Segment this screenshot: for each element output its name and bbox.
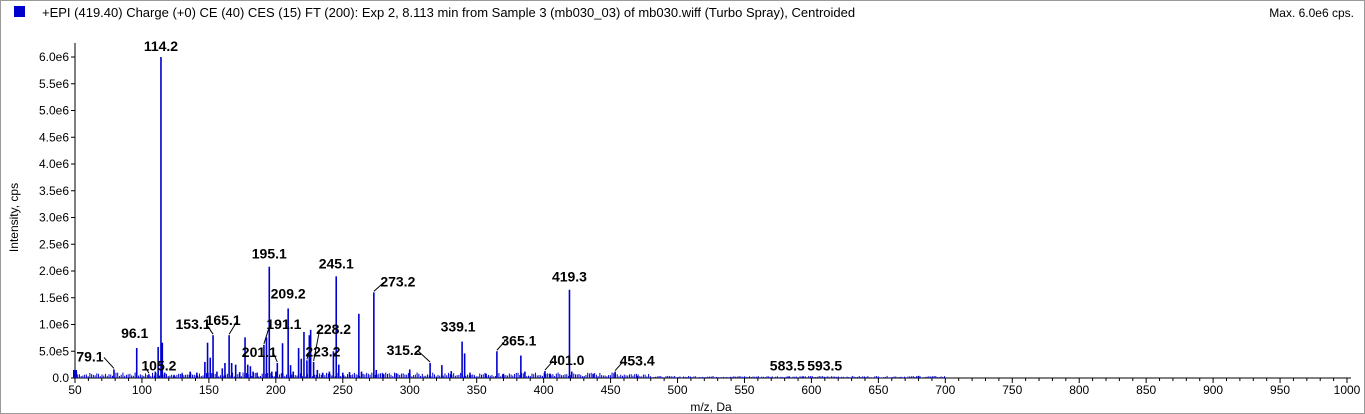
y-tick-label: 0.0: [52, 371, 69, 385]
y-tick-label: 4.5e6: [39, 130, 69, 144]
peak-label: 273.2: [380, 273, 415, 289]
x-tick-label: 450: [601, 383, 621, 397]
peak-label: 105.2: [141, 357, 176, 373]
peak-label: 201.1: [242, 344, 277, 360]
peak-label: 245.1: [319, 255, 354, 271]
x-tick-label: 300: [400, 383, 420, 397]
peak-label: 593.5: [807, 357, 842, 373]
peak-label-leader: [206, 324, 214, 335]
peak-label: 401.0: [549, 352, 584, 368]
spectrum-title: +EPI (419.40) Charge (+0) CE (40) CES (1…: [42, 5, 856, 20]
y-tick-label: 1.5e6: [39, 291, 69, 305]
x-tick-label: 850: [1136, 383, 1156, 397]
x-tick-label: 750: [1002, 383, 1022, 397]
x-tick-label: 600: [801, 383, 821, 397]
peak-label-leader: [272, 352, 278, 363]
peak-label-leader: [103, 357, 115, 369]
x-tick-label: 550: [734, 383, 754, 397]
peak-label-leader: [228, 320, 238, 335]
y-tick-label: 3.5e6: [39, 184, 69, 198]
peak-label-leader: [417, 350, 431, 363]
peak-label: 365.1: [501, 332, 536, 348]
y-tick-label: 5.0e6: [39, 104, 69, 118]
y-tick-label: 5.0e5: [39, 344, 69, 358]
x-tick-label: 50: [68, 383, 82, 397]
peak-label-leader: [373, 282, 385, 292]
peak-label-leader: [306, 352, 310, 360]
x-tick-label: 150: [199, 383, 219, 397]
y-tick-label: 6.0e6: [39, 50, 69, 64]
x-tick-label: 500: [668, 383, 688, 397]
y-tick-label: 3.0e6: [39, 211, 69, 225]
peak-label: 96.1: [121, 325, 148, 341]
y-tick-label: 2.0e6: [39, 264, 69, 278]
x-tick-label: 650: [868, 383, 888, 397]
peak-label: 223.2: [305, 343, 340, 359]
peak-label-leader: [144, 366, 150, 374]
peak-label: 209.2: [271, 285, 306, 301]
peak-label-leader: [544, 360, 554, 371]
peak-label-leader: [496, 340, 506, 351]
peak-label: 191.1: [266, 316, 301, 332]
max-intensity-label: Max. 6.0e6 cps.: [1269, 6, 1354, 20]
peak-label: 228.2: [316, 321, 351, 337]
x-tick-label: 400: [534, 383, 554, 397]
y-axis-title: Intensity, cps: [7, 183, 21, 252]
peak-label: 79.1: [76, 348, 103, 364]
x-tick-label: 100: [132, 383, 152, 397]
peak-label: 195.1: [252, 246, 287, 262]
peak-label: 453.4: [620, 353, 655, 369]
peak-label: 114.2: [144, 38, 178, 54]
x-tick-label: 800: [1069, 383, 1089, 397]
peak-label: 583.5: [770, 357, 805, 373]
y-tick-label: 1.0e6: [39, 318, 69, 332]
peak-label: 419.3: [552, 269, 587, 285]
x-tick-label: 700: [935, 383, 955, 397]
x-tick-label: 950: [1270, 383, 1290, 397]
y-tick-label: 4.0e6: [39, 157, 69, 171]
legend-swatch-icon: [14, 6, 25, 17]
x-tick-label: 350: [467, 383, 487, 397]
peak-label-leader: [614, 361, 624, 371]
x-tick-label: 1000: [1334, 383, 1361, 397]
peak-label: 339.1: [441, 319, 476, 335]
x-tick-label: 900: [1203, 383, 1223, 397]
peak-label: 315.2: [387, 342, 422, 358]
peak-label: 153.1: [176, 316, 211, 332]
origin-marker: [73, 370, 77, 378]
peak-label-leader: [263, 324, 271, 344]
peak-label: 165.1: [206, 312, 241, 328]
x-tick-label: 250: [333, 383, 353, 397]
y-tick-label: 5.5e6: [39, 77, 69, 91]
x-tick-label: 200: [266, 383, 286, 397]
peak-label-leader: [313, 329, 321, 362]
y-tick-label: 2.5e6: [39, 237, 69, 251]
x-axis-title: m/z, Da: [690, 400, 732, 413]
